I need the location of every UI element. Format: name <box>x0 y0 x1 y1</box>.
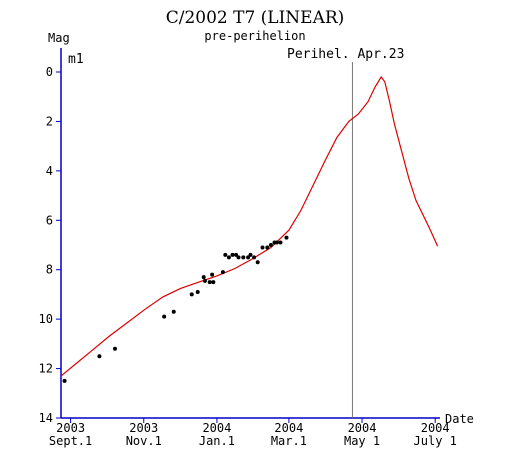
observation-point <box>248 252 253 257</box>
observation-point <box>195 289 200 294</box>
x-tick-date: Sept.1 <box>49 434 92 448</box>
observation-point <box>284 235 289 240</box>
observation-point <box>211 280 216 285</box>
observation-point <box>223 252 228 257</box>
x-tick-date: May 1 <box>344 434 380 448</box>
model-curve <box>61 75 439 377</box>
observation-point <box>255 260 260 265</box>
y-tick-label: 2 <box>46 114 53 128</box>
observation-point <box>265 245 270 250</box>
y-tick-label: 12 <box>39 362 53 376</box>
observation-point <box>62 378 67 383</box>
x-tick-year: 2004 <box>348 421 377 435</box>
y-axis-label: Mag <box>48 31 70 45</box>
observation-point <box>112 346 117 351</box>
observation-point <box>278 240 283 245</box>
observation-point <box>268 243 273 247</box>
y-tick-label: 10 <box>39 312 53 326</box>
plot-area: 024681012142003Sept.12003Nov.12004Jan.12… <box>39 48 457 448</box>
x-tick-date: Jan.1 <box>199 434 235 448</box>
x-tick-year: 2003 <box>129 421 158 435</box>
y-tick-label: 14 <box>39 411 53 425</box>
x-tick-year: 2004 <box>202 421 231 435</box>
observation-point <box>171 309 176 314</box>
series-label: m1 <box>68 52 84 67</box>
x-axis-label: Date <box>445 412 474 426</box>
observation-point <box>202 278 207 283</box>
y-tick-label: 6 <box>46 213 53 227</box>
observation-point <box>201 275 206 280</box>
x-tick-date: Nov.1 <box>126 434 162 448</box>
observation-point <box>274 240 279 245</box>
y-tick-label: 0 <box>46 65 53 79</box>
observation-point <box>210 272 215 277</box>
observation-point <box>189 292 194 297</box>
observation-point <box>162 314 167 319</box>
observation-point <box>241 255 246 260</box>
observation-point <box>207 280 212 285</box>
observation-point <box>220 270 225 275</box>
perihelion-label: Perihel. Apr.23 <box>287 47 404 62</box>
x-tick-date: Mar.1 <box>271 434 307 448</box>
observation-point <box>260 245 265 250</box>
x-tick-year: 2004 <box>274 421 303 435</box>
observation-point <box>230 252 235 257</box>
observation-point <box>97 354 102 359</box>
observation-point <box>252 255 257 260</box>
chart-title: C/2002 T7 (LINEAR) <box>166 8 345 28</box>
chart-subtitle: pre-perihelion <box>204 29 305 43</box>
observation-point <box>234 252 239 257</box>
observation-point <box>226 255 231 260</box>
y-tick-label: 8 <box>46 263 53 277</box>
x-tick-year: 2003 <box>56 421 85 435</box>
x-tick-year: 2004 <box>421 421 450 435</box>
y-tick-label: 4 <box>46 164 53 178</box>
observation-point <box>246 255 251 260</box>
x-tick-date: July 1 <box>414 434 457 448</box>
observation-point <box>236 255 241 260</box>
